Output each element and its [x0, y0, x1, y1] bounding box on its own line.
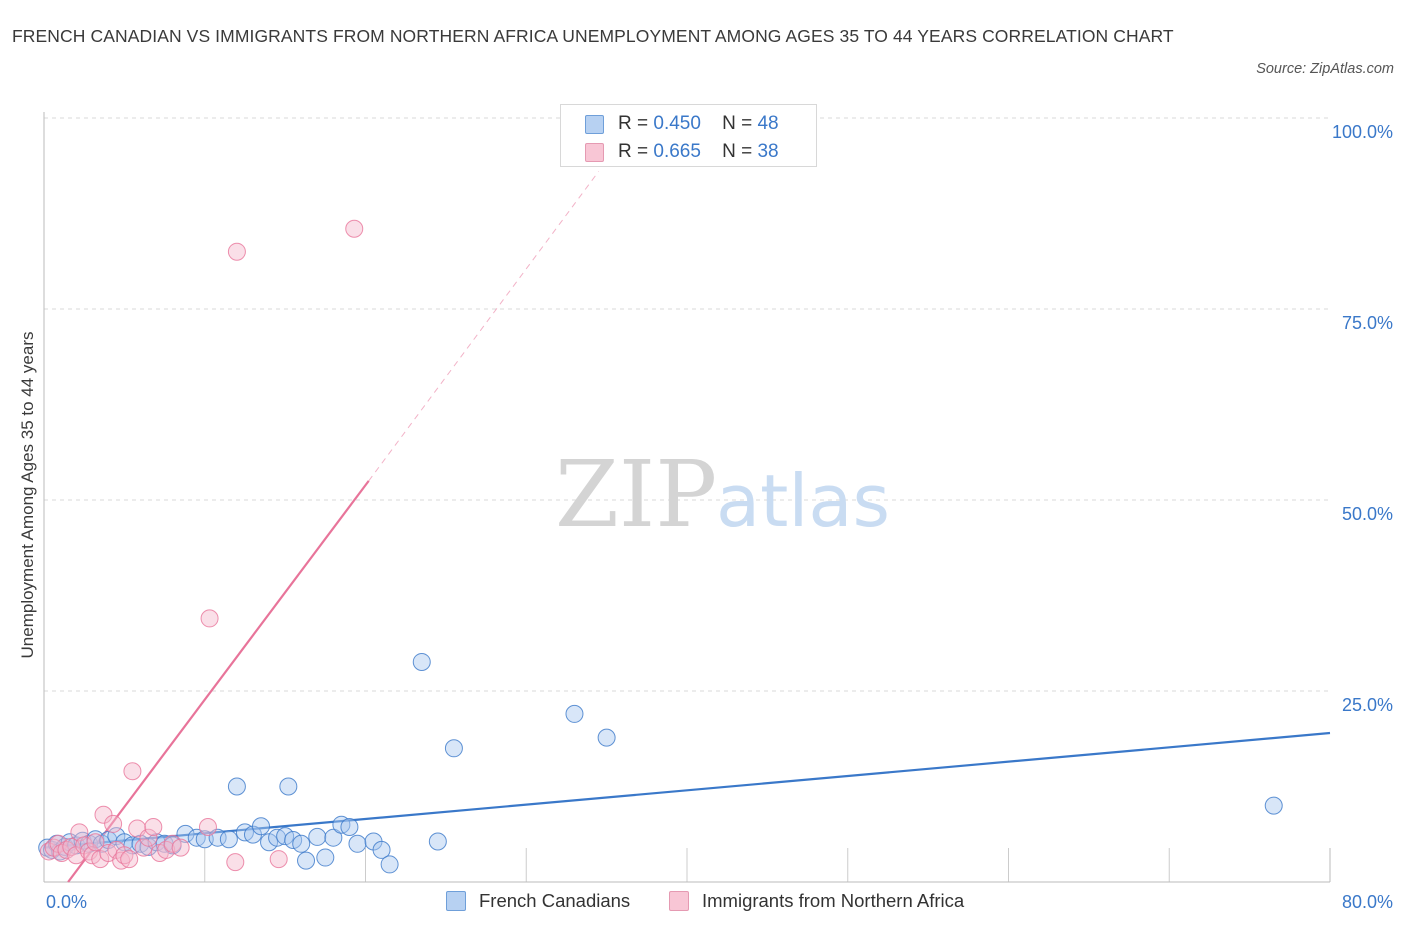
legend-swatch-blue: [446, 891, 466, 911]
legend-series-name: Immigrants from Northern Africa: [702, 890, 965, 911]
y-tick-label: 75.0%: [1342, 313, 1393, 333]
point-french-canadians: [428, 832, 447, 851]
legend-n-value: 48: [757, 113, 779, 134]
legend-series-name: French Canadians: [479, 890, 631, 911]
legend-r-value: 0.450: [653, 113, 701, 134]
point-northern-africa: [120, 850, 139, 869]
y-tick-label: 50.0%: [1342, 504, 1393, 524]
point-french-canadians: [412, 652, 431, 671]
chart-title: FRENCH CANADIAN VS IMMIGRANTS FROM NORTH…: [12, 26, 1174, 46]
point-northern-africa: [57, 840, 76, 859]
axes: [43, 112, 1331, 883]
point-northern-africa: [104, 814, 123, 833]
source-credit: Source: ZipAtlas.com: [1256, 61, 1394, 77]
y-tick-label: 100.0%: [1332, 122, 1393, 142]
trend-line-extension: [368, 171, 599, 482]
point-northern-africa: [200, 609, 219, 628]
legend-n-label: N =: [722, 141, 753, 162]
point-northern-africa: [94, 805, 113, 824]
point-french-canadians: [227, 777, 246, 796]
legend-n-value: 38: [757, 141, 779, 162]
point-french-canadians: [279, 777, 298, 796]
point-french-canadians: [297, 851, 316, 870]
legend-swatch-pink: [585, 143, 604, 162]
watermark-atlas: atlas: [716, 459, 890, 543]
legend-swatch-blue: [585, 115, 604, 134]
correlation-legend: R = 0.450 N = 48 R = 0.665 N = 38: [560, 104, 817, 167]
point-french-canadians: [292, 834, 311, 853]
legend-swatch-pink: [669, 891, 689, 911]
point-french-canadians: [565, 704, 584, 723]
point-french-canadians: [380, 855, 399, 874]
point-northern-africa: [134, 838, 153, 857]
point-northern-africa: [227, 242, 246, 261]
point-northern-africa: [123, 762, 142, 781]
y-tick-label: 25.0%: [1342, 695, 1393, 715]
legend-r-label: R =: [618, 141, 649, 162]
point-french-canadians: [219, 830, 238, 849]
data-points: [38, 219, 1283, 874]
point-french-canadians: [348, 834, 367, 853]
point-french-canadians: [1264, 796, 1283, 815]
point-french-canadians: [176, 824, 195, 843]
point-northern-africa: [269, 850, 288, 869]
point-northern-africa: [52, 843, 71, 862]
point-northern-africa: [62, 837, 81, 856]
point-french-canadians: [316, 848, 335, 867]
point-northern-africa: [345, 219, 364, 238]
point-northern-africa: [198, 817, 217, 836]
watermark-zip: ZIP: [555, 441, 717, 548]
legend-n-label: N =: [722, 113, 753, 134]
point-french-canadians: [308, 827, 327, 846]
point-northern-africa: [86, 833, 105, 852]
point-northern-africa: [226, 853, 245, 872]
legend-r-label: R =: [618, 113, 649, 134]
point-french-canadians: [252, 817, 271, 836]
point-northern-africa: [144, 817, 163, 836]
legend-r-value: 0.665: [653, 141, 701, 162]
trend-line-northern-africa: [67, 480, 370, 883]
point-northern-africa: [171, 838, 190, 857]
point-french-canadians: [324, 828, 343, 847]
point-northern-africa: [139, 828, 158, 847]
point-french-canadians: [597, 728, 616, 747]
point-french-canadians: [444, 739, 463, 758]
tick-labels: 25.0% 50.0% 75.0% 100.0% 0.0% 80.0%: [46, 122, 1393, 912]
x-tick-label: 80.0%: [1342, 892, 1393, 912]
point-french-canadians: [372, 840, 391, 859]
x-tick-label: 0.0%: [46, 892, 87, 912]
watermark: ZIP atlas: [555, 441, 890, 548]
point-french-canadians: [340, 817, 359, 836]
